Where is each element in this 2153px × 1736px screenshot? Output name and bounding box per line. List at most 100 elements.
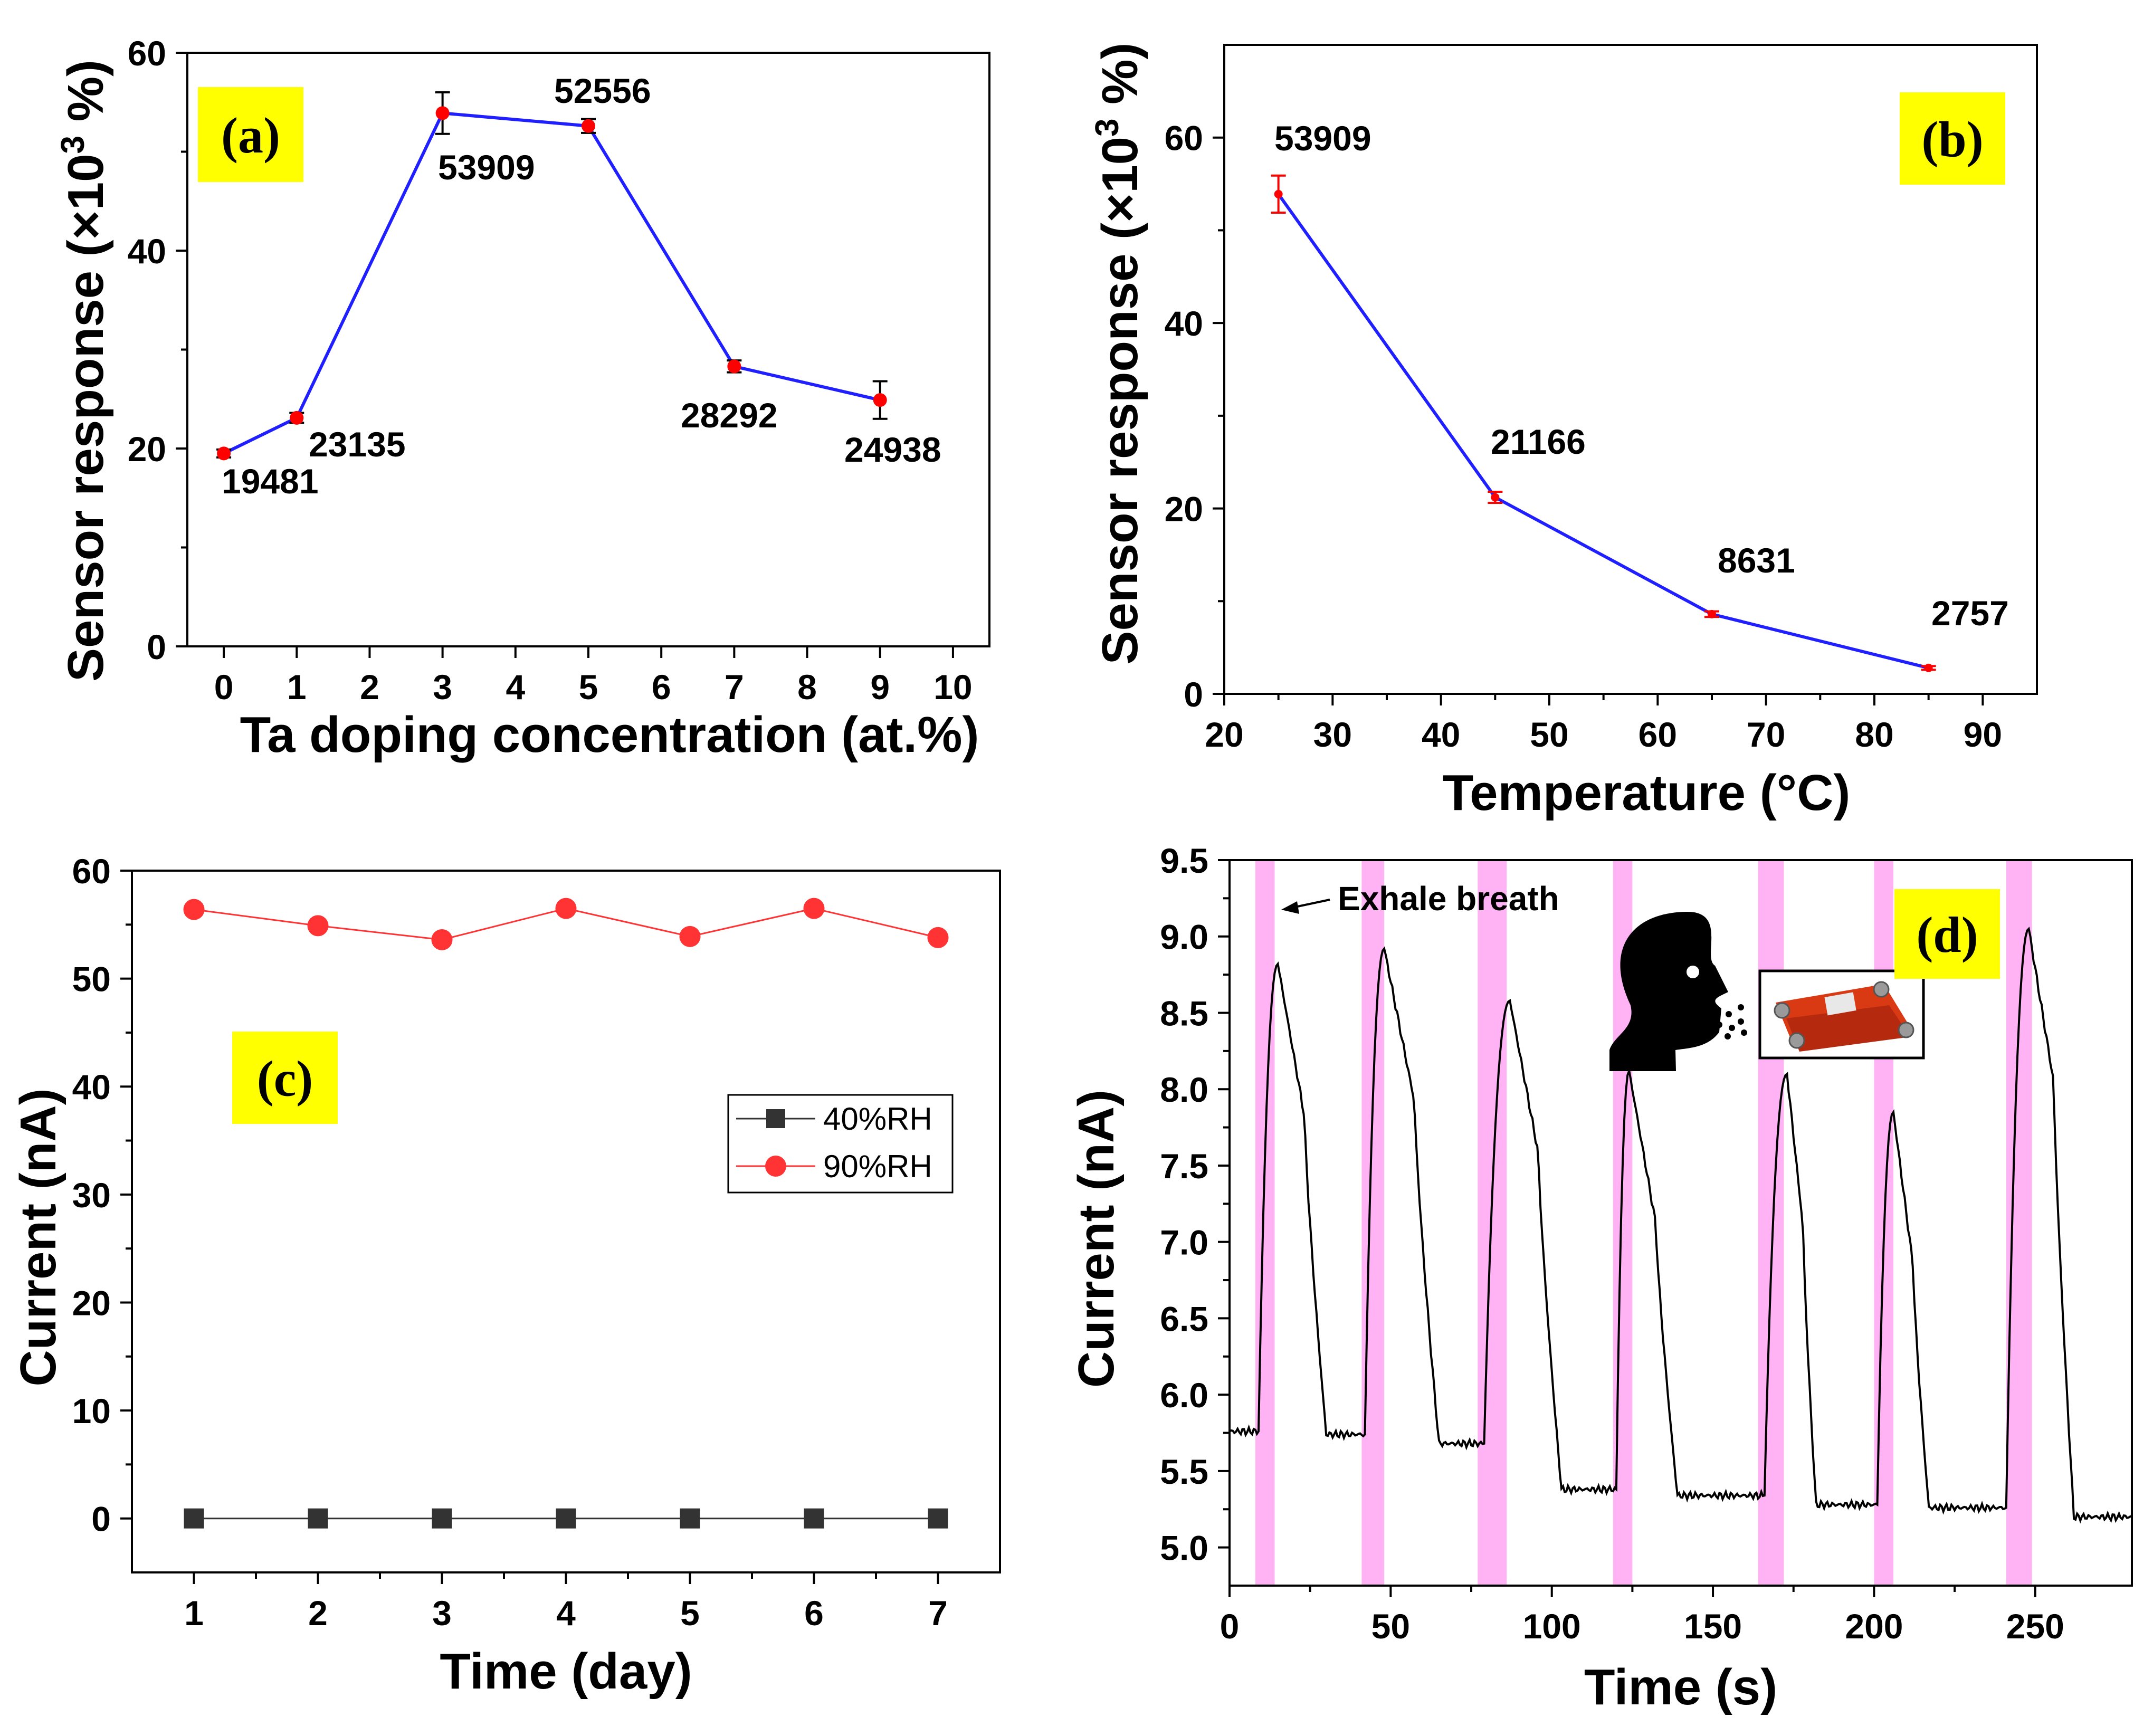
x-tick-label: 6 [652, 667, 671, 707]
panel-d-chart: 0 50 100 150 200 250 5.0 5.5 6.0 6.5 7.0 7.5 8.0 8.5 9… [1068, 841, 2133, 1715]
series-line [1277, 193, 1929, 670]
x-tick-label: 6 [804, 1594, 824, 1633]
breath-dot-icon [1716, 1022, 1722, 1028]
y-tick-label: 0 [147, 627, 166, 666]
plot-frame [1228, 859, 2133, 1587]
x-tick-label: 8 [797, 667, 817, 707]
data-label: 28292 [681, 396, 778, 435]
y-tick-label: 7.0 [1160, 1223, 1208, 1262]
y-tick-label: 5.5 [1160, 1452, 1208, 1491]
panel-label: (a) [221, 107, 280, 164]
data-point [183, 899, 205, 920]
y-tick-label: 6.5 [1160, 1299, 1208, 1338]
y-tick-label: 20 [1165, 490, 1203, 529]
panel-label: (c) [257, 1051, 313, 1107]
data-point [727, 359, 741, 374]
annotation-text: Exhale breath [1338, 880, 1559, 918]
data-point [431, 929, 453, 950]
y-tick-label: 60 [1165, 119, 1203, 158]
x-tick-label: 30 [1313, 715, 1352, 754]
x-axis-label: Temperature (°C) [1443, 765, 1851, 821]
data-point [803, 898, 825, 919]
data-label: 53909 [1274, 119, 1371, 158]
x-tick-label: 100 [1523, 1607, 1581, 1646]
panel-label: (b) [1921, 111, 1983, 168]
data-label: 2757 [1931, 594, 2009, 633]
x-tick-label: 2 [360, 667, 379, 707]
sensor-screw-icon [1873, 981, 1890, 998]
head-silhouette-icon [1609, 911, 1728, 1071]
x-tick-label: 10 [933, 667, 972, 707]
data-point [1708, 609, 1716, 618]
x-tick-label: 3 [433, 667, 452, 707]
legend-label: 90%RH [823, 1149, 932, 1184]
data-label: 52556 [554, 71, 651, 110]
exhale-band [2006, 860, 2032, 1586]
y-axis-label: Current (nA) [1068, 1090, 1125, 1388]
data-point [928, 1508, 948, 1529]
data-label: 19481 [222, 462, 319, 501]
exhale-band [1478, 860, 1507, 1586]
data-point [927, 927, 949, 948]
data-point [873, 393, 887, 407]
y-tick-label: 7.5 [1160, 1147, 1208, 1186]
sensor-screw-icon [1788, 1032, 1805, 1049]
y-tick-label: 40 [72, 1067, 111, 1107]
panel-c-chart: 1 2 3 4 5 6 7 0 10 20 30 40 50 60 Time (day) Current (n… [10, 852, 1001, 1700]
x-tick-label: 150 [1684, 1607, 1742, 1646]
y-tick-label: 50 [72, 960, 111, 999]
data-point [556, 1508, 576, 1529]
x-tick-label: 40 [1422, 715, 1460, 754]
data-point [680, 1508, 700, 1529]
x-tick-label: 9 [870, 667, 890, 707]
y-tick-label: 5.0 [1160, 1529, 1208, 1568]
x-tick-label: 5 [680, 1594, 700, 1633]
data-point [804, 1508, 824, 1529]
y-axis-label-end: %) [1092, 43, 1148, 119]
data-point [290, 411, 304, 425]
y-axis-label: Sensor response (×103 %) [1089, 43, 1148, 665]
data-point [582, 119, 595, 133]
panel-label-box [1894, 889, 2000, 979]
sensor-screw-icon [1898, 1022, 1914, 1038]
breath-dot-icon [1726, 1011, 1732, 1017]
plot-frame [186, 52, 990, 647]
annotation-arrowhead [1281, 901, 1299, 914]
x-tick-label: 7 [928, 1594, 948, 1633]
panel-label-box [1900, 92, 2005, 185]
plot-frame [1223, 44, 2038, 695]
data-point [432, 1508, 452, 1529]
y-tick-label: 6.0 [1160, 1376, 1208, 1415]
y-tick-label: 20 [72, 1283, 111, 1322]
panel-a-chart: 0 1 2 3 4 5 6 7 8 9 10 0 20 40 60 Ta doping concentrati… [55, 34, 990, 763]
y-tick-label: 0 [91, 1500, 111, 1539]
data-point [184, 1508, 204, 1529]
data-point [217, 446, 231, 461]
data-point [1491, 493, 1500, 502]
x-tick-label: 4 [506, 667, 525, 707]
y-tick-label: 8.0 [1160, 1070, 1208, 1109]
data-label: 8631 [1718, 541, 1795, 580]
x-tick-label: 20 [1205, 715, 1243, 754]
x-tick-label: 60 [1638, 715, 1677, 754]
x-tick-label: 1 [287, 667, 307, 707]
head-eye-icon [1687, 966, 1699, 978]
data-point [1274, 189, 1283, 198]
breath-dot-icon [1725, 1033, 1731, 1039]
data-label: 53909 [438, 148, 535, 187]
x-tick-label: 50 [1530, 715, 1568, 754]
exhale-band [1361, 860, 1385, 1586]
x-tick-label: 200 [1845, 1607, 1903, 1646]
y-tick-label: 40 [1165, 304, 1203, 343]
y-axis-label-sup: 3 [55, 136, 91, 154]
breath-dot-icon [1738, 1004, 1744, 1010]
x-tick-label: 4 [556, 1594, 576, 1633]
x-tick-label: 1 [184, 1594, 204, 1633]
y-tick-label: 10 [72, 1391, 111, 1430]
y-axis-label-main: Sensor response (×10 [1092, 137, 1148, 664]
data-point [679, 926, 701, 947]
x-axis-label: Time (s) [1584, 1659, 1777, 1715]
sensor-label-icon [1824, 992, 1856, 1016]
